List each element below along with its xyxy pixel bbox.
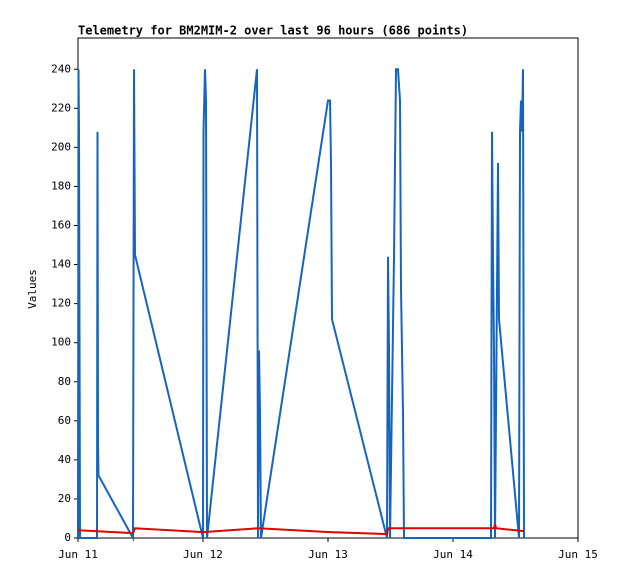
y-tick-label: 240 xyxy=(51,62,71,75)
y-tick-label: 220 xyxy=(51,101,71,114)
y-tick-label: 80 xyxy=(58,375,71,388)
x-tick-label: Jun 12 xyxy=(183,548,223,561)
plot-frame xyxy=(77,37,579,539)
y-tick-label: 180 xyxy=(51,179,71,192)
x-tick-label: Jun 15 xyxy=(558,548,598,561)
y-tick-label: 0 xyxy=(64,531,71,544)
y-tick-label: 100 xyxy=(51,336,71,349)
y-tick-label: 40 xyxy=(58,453,71,466)
series-line xyxy=(77,68,525,542)
y-tick-label: 200 xyxy=(51,140,71,153)
y-tick-label: 120 xyxy=(51,297,71,310)
x-tick-label: Jun 14 xyxy=(433,548,473,561)
y-tick-label: 60 xyxy=(58,414,71,427)
x-tick-label: Jun 11 xyxy=(58,548,98,561)
x-tick-label: Jun 13 xyxy=(308,548,348,561)
y-tick-label: 140 xyxy=(51,258,71,271)
series-line xyxy=(77,524,525,536)
y-axis-label: Values xyxy=(26,269,39,309)
y-tick-label: 160 xyxy=(51,219,71,232)
chart-title: Telemetry for BM2MIM-2 over last 96 hour… xyxy=(78,24,468,38)
y-tick-label: 20 xyxy=(58,492,71,505)
